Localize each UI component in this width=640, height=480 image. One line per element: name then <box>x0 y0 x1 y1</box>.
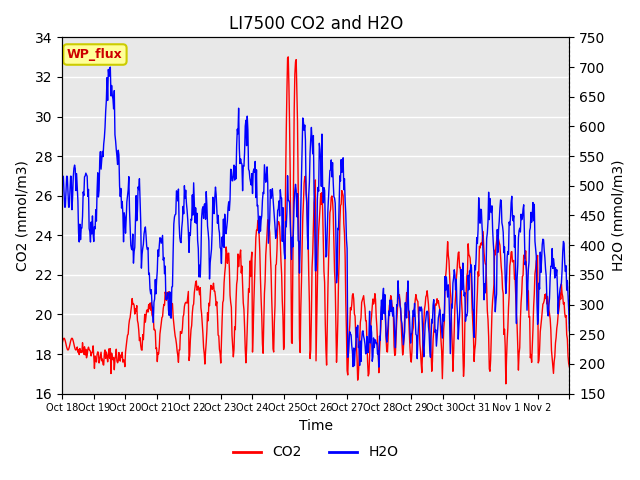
Title: LI7500 CO2 and H2O: LI7500 CO2 and H2O <box>228 15 403 33</box>
Text: WP_flux: WP_flux <box>67 48 123 61</box>
H2O <box>375 364 383 370</box>
H2O <box>237 156 244 162</box>
X-axis label: Time: Time <box>299 419 333 433</box>
H2O <box>256 213 264 219</box>
H2O <box>397 317 405 323</box>
CO2 <box>255 233 263 239</box>
CO2 <box>284 54 292 60</box>
CO2 <box>566 364 573 370</box>
Y-axis label: CO2 (mmol/m3): CO2 (mmol/m3) <box>15 160 29 271</box>
Line: CO2: CO2 <box>62 57 570 384</box>
H2O <box>58 189 66 194</box>
CO2 <box>369 304 376 310</box>
H2O <box>566 328 573 334</box>
Legend: CO2, H2O: CO2, H2O <box>228 440 404 465</box>
CO2 <box>118 355 125 360</box>
CO2 <box>236 252 244 258</box>
CO2 <box>397 309 404 315</box>
CO2 <box>502 381 509 387</box>
H2O <box>118 199 126 204</box>
H2O <box>369 359 376 364</box>
CO2 <box>58 341 66 347</box>
CO2 <box>211 288 219 294</box>
Line: H2O: H2O <box>62 67 570 367</box>
Y-axis label: H2O (mmol/m3): H2O (mmol/m3) <box>611 160 625 271</box>
H2O <box>212 184 220 190</box>
H2O <box>106 64 114 70</box>
